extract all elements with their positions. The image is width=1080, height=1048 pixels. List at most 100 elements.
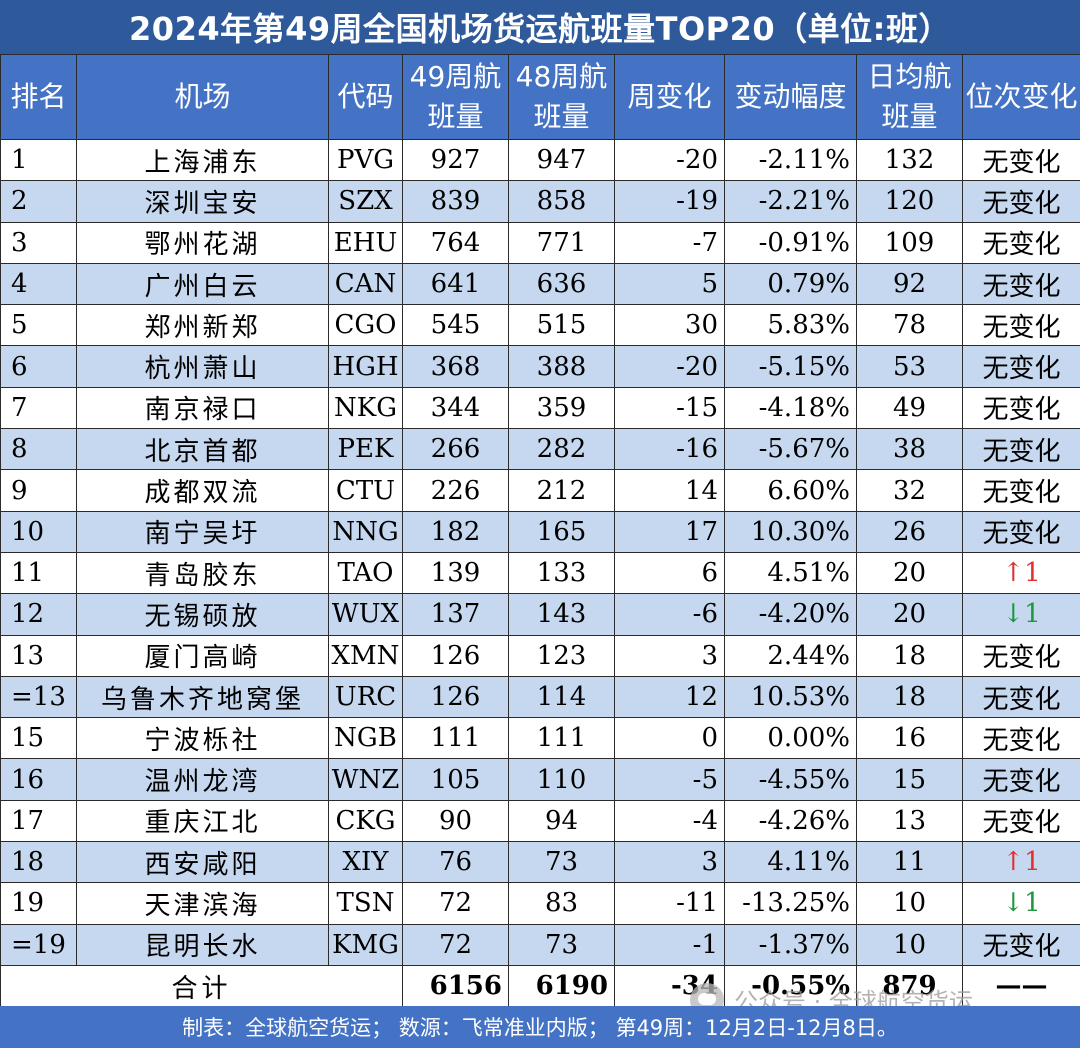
cell-week49: 72 — [402, 923, 509, 966]
table-row: 7 南京禄口 NKG 344 359 -15 -4.18% 49 无变化 — [0, 386, 1080, 430]
cell-rank: 2 — [0, 180, 77, 223]
cell-week49: 266 — [402, 428, 509, 471]
cell-change-pct: -5.15% — [724, 345, 857, 388]
cell-week48: 212 — [508, 469, 615, 512]
cell-weekly-change: -15 — [614, 386, 725, 430]
cell-change-pct: 4.11% — [724, 841, 857, 884]
cell-rank-change: 无变化 — [962, 304, 1080, 347]
cell-rank: 7 — [0, 386, 77, 430]
table-row: 9 成都双流 CTU 226 212 14 6.60% 32 无变化 — [0, 469, 1080, 512]
cell-week49: 641 — [402, 262, 509, 306]
cell-airport: 重庆江北 — [76, 799, 329, 843]
cell-weekly-change: -20 — [614, 345, 725, 388]
cell-airport: 北京首都 — [76, 428, 329, 471]
cell-week48: 143 — [508, 593, 615, 636]
cell-week49: 344 — [402, 386, 509, 430]
cell-change-pct: 5.83% — [724, 304, 857, 347]
cell-rank-change: ↓1 — [962, 882, 1080, 925]
cell-weekly-change: 17 — [614, 510, 725, 553]
table-row: 18 西安咸阳 XIY 76 73 3 4.11% 11 ↑1 — [0, 841, 1080, 884]
cell-rank-change: 无变化 — [962, 717, 1080, 760]
header-week49: 49周航班量 — [402, 54, 509, 140]
cell-change-pct: -4.20% — [724, 593, 857, 636]
cell-weekly-change: 6 — [614, 551, 725, 595]
cell-week48: 94 — [508, 799, 615, 843]
cell-daily-avg: 26 — [856, 510, 963, 553]
cell-change-pct: -1.37% — [724, 923, 857, 966]
cell-week49: 764 — [402, 221, 509, 264]
cell-week49: 105 — [402, 758, 509, 801]
table-row: =19 昆明长水 KMG 72 73 -1 -1.37% 10 无变化 — [0, 923, 1080, 966]
total-rank-change: —— — [962, 964, 1080, 1008]
cell-code: XMN — [328, 634, 403, 677]
cell-change-pct: -4.55% — [724, 758, 857, 801]
cell-code: EHU — [328, 221, 403, 264]
cell-rank: 6 — [0, 345, 77, 388]
cell-week48: 771 — [508, 221, 615, 264]
cell-change-pct: 6.60% — [724, 469, 857, 512]
cell-rank-change: 无变化 — [962, 428, 1080, 471]
cell-week48: 282 — [508, 428, 615, 471]
cell-daily-avg: 53 — [856, 345, 963, 388]
cell-rank: 16 — [0, 758, 77, 801]
cell-rank-change: 无变化 — [962, 262, 1080, 306]
cell-week48: 515 — [508, 304, 615, 347]
table-row: 10 南宁吴圩 NNG 182 165 17 10.30% 26 无变化 — [0, 510, 1080, 553]
cell-airport: 宁波栎社 — [76, 717, 329, 760]
cell-rank-change: 无变化 — [962, 675, 1080, 719]
cell-weekly-change: -7 — [614, 221, 725, 264]
cell-rank: 8 — [0, 428, 77, 471]
cell-weekly-change: -11 — [614, 882, 725, 925]
cell-airport: 鄂州花湖 — [76, 221, 329, 264]
cell-airport: 郑州新郑 — [76, 304, 329, 347]
cell-code: CKG — [328, 799, 403, 843]
cell-code: TSN — [328, 882, 403, 925]
cell-week49: 126 — [402, 675, 509, 719]
cell-week49: 90 — [402, 799, 509, 843]
cell-weekly-change: -6 — [614, 593, 725, 636]
cell-airport: 上海浦东 — [76, 138, 329, 182]
cell-weekly-change: -20 — [614, 138, 725, 182]
cell-daily-avg: 20 — [856, 551, 963, 595]
cell-airport: 深圳宝安 — [76, 180, 329, 223]
cell-week48: 636 — [508, 262, 615, 306]
cell-rank-change: 无变化 — [962, 758, 1080, 801]
cell-code: PEK — [328, 428, 403, 471]
cell-week49: 137 — [402, 593, 509, 636]
cell-code: URC — [328, 675, 403, 719]
cell-code: XIY — [328, 841, 403, 884]
cell-daily-avg: 15 — [856, 758, 963, 801]
cell-change-pct: -4.26% — [724, 799, 857, 843]
cell-rank-change: 无变化 — [962, 180, 1080, 223]
cell-daily-avg: 10 — [856, 923, 963, 966]
cell-code: CTU — [328, 469, 403, 512]
cell-airport: 乌鲁木齐地窝堡 — [76, 675, 329, 719]
cell-airport: 天津滨海 — [76, 882, 329, 925]
cell-daily-avg: 78 — [856, 304, 963, 347]
cell-weekly-change: 5 — [614, 262, 725, 306]
cell-rank-change: ↑1 — [962, 841, 1080, 884]
cell-weekly-change: 3 — [614, 634, 725, 677]
cell-rank: 18 — [0, 841, 77, 884]
cell-daily-avg: 132 — [856, 138, 963, 182]
ranking-table: 排名 机场 代码 49周航班量 48周航班量 周变化 变动幅度 日均航班量 位次… — [0, 54, 1080, 1008]
cell-airport: 无锡硕放 — [76, 593, 329, 636]
cell-rank: 5 — [0, 304, 77, 347]
cell-daily-avg: 18 — [856, 675, 963, 719]
header-airport: 机场 — [76, 54, 329, 140]
cell-week49: 545 — [402, 304, 509, 347]
total-change-pct: -0.55% — [724, 964, 857, 1008]
cell-rank: 10 — [0, 510, 77, 553]
cell-rank-change: 无变化 — [962, 510, 1080, 553]
footer-note: 制表：全球航空货运； 数源：飞常准业内版； 第49周：12月2日-12月8日。 — [0, 1006, 1080, 1048]
cell-code: CAN — [328, 262, 403, 306]
cell-week48: 947 — [508, 138, 615, 182]
cell-code: SZX — [328, 180, 403, 223]
cell-week49: 226 — [402, 469, 509, 512]
cell-airport: 南宁吴圩 — [76, 510, 329, 553]
cell-week48: 165 — [508, 510, 615, 553]
cell-airport: 温州龙湾 — [76, 758, 329, 801]
cell-change-pct: -2.11% — [724, 138, 857, 182]
cell-code: PVG — [328, 138, 403, 182]
cell-airport: 广州白云 — [76, 262, 329, 306]
